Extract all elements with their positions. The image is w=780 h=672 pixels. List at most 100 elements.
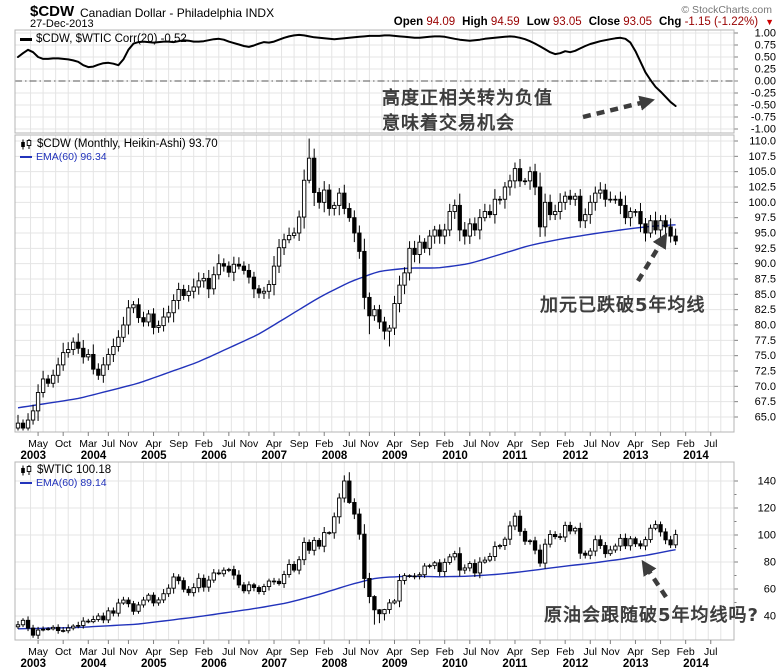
open-value: 94.09: [426, 16, 456, 28]
svg-text:Jul: Jul: [463, 646, 476, 658]
svg-text:Jul: Jul: [222, 438, 235, 450]
svg-text:Jul: Jul: [102, 646, 115, 658]
cdw-legend-label: $CDW (Monthly, Heikin-Ashi) 93.70: [37, 138, 218, 150]
svg-text:Nov: Nov: [119, 438, 138, 450]
svg-text:120: 120: [758, 503, 776, 515]
svg-text:Sep: Sep: [290, 646, 309, 658]
svg-text:2013: 2013: [623, 450, 649, 462]
svg-text:100: 100: [758, 530, 776, 542]
svg-text:Mar: Mar: [79, 438, 98, 450]
wtic-legend: $WTIC 100.18: [20, 464, 111, 476]
line-swatch-icon: [20, 37, 32, 41]
down-triangle-icon: ▼: [765, 17, 774, 27]
svg-text:Apr: Apr: [507, 646, 524, 658]
svg-text:Sep: Sep: [169, 438, 188, 450]
svg-text:65.0: 65.0: [755, 412, 776, 424]
svg-text:Nov: Nov: [240, 646, 259, 658]
svg-text:Sep: Sep: [410, 646, 429, 658]
svg-text:Sep: Sep: [531, 646, 550, 658]
svg-text:Jul: Jul: [343, 438, 356, 450]
cdw-legend: $CDW (Monthly, Heikin-Ashi) 93.70: [20, 138, 218, 150]
stockcharts-credit: © StockCharts.com: [681, 4, 772, 16]
svg-text:Nov: Nov: [360, 646, 379, 658]
svg-text:Sep: Sep: [651, 646, 670, 658]
svg-text:2003: 2003: [21, 450, 47, 462]
correlation-annotation-line2: 意味着交易机会: [382, 113, 515, 134]
svg-text:-0.75: -0.75: [751, 112, 776, 124]
svg-text:100.0: 100.0: [748, 197, 776, 209]
close-value: 93.05: [623, 16, 652, 28]
svg-text:2008: 2008: [322, 658, 348, 670]
svg-text:2012: 2012: [563, 450, 589, 462]
svg-text:92.5: 92.5: [755, 243, 776, 255]
svg-text:Feb: Feb: [436, 438, 454, 450]
corr-legend: $CDW, $WTIC Corr(20) -0.52: [20, 33, 187, 45]
svg-text:Nov: Nov: [481, 438, 500, 450]
svg-text:2005: 2005: [141, 450, 167, 462]
svg-text:72.5: 72.5: [755, 366, 776, 378]
svg-text:0.25: 0.25: [755, 64, 776, 76]
svg-text:87.5: 87.5: [755, 274, 776, 286]
svg-text:85.0: 85.0: [755, 289, 776, 301]
svg-text:2011: 2011: [502, 658, 528, 670]
cdw-annotation: 加元已跌破5年均线: [540, 295, 706, 316]
svg-text:140: 140: [758, 476, 776, 488]
svg-text:Nov: Nov: [481, 646, 500, 658]
svg-text:107.5: 107.5: [748, 151, 776, 163]
svg-text:Feb: Feb: [195, 646, 213, 658]
chart-date: 27-Dec-2013: [30, 18, 94, 30]
wtic-annotation: 原油会跟随破5年均线吗?: [544, 605, 759, 626]
svg-text:Jul: Jul: [584, 646, 597, 658]
svg-text:0.00: 0.00: [755, 76, 776, 88]
close-label: Close: [588, 16, 621, 28]
svg-text:2009: 2009: [382, 658, 408, 670]
svg-text:2003: 2003: [21, 658, 47, 670]
svg-text:90.0: 90.0: [755, 258, 776, 270]
svg-text:May: May: [28, 646, 49, 658]
svg-text:77.5: 77.5: [755, 335, 776, 347]
svg-text:Nov: Nov: [119, 646, 138, 658]
svg-text:2004: 2004: [81, 658, 107, 670]
ema-line-swatch-icon: [20, 156, 32, 158]
svg-text:Feb: Feb: [677, 646, 695, 658]
low-label: Low: [526, 16, 550, 28]
svg-text:Sep: Sep: [531, 438, 550, 450]
svg-text:95.0: 95.0: [755, 228, 776, 240]
svg-text:1.00: 1.00: [755, 28, 776, 40]
svg-text:Apr: Apr: [145, 438, 162, 450]
svg-text:82.5: 82.5: [755, 304, 776, 316]
svg-text:Feb: Feb: [195, 438, 213, 450]
svg-text:2007: 2007: [261, 450, 287, 462]
svg-text:Nov: Nov: [240, 438, 259, 450]
svg-text:May: May: [28, 438, 49, 450]
svg-text:Jul: Jul: [222, 646, 235, 658]
high-value: 94.59: [490, 16, 520, 28]
svg-text:105.0: 105.0: [748, 166, 776, 178]
svg-text:Sep: Sep: [169, 646, 188, 658]
chg-label: Chg: [659, 16, 682, 28]
svg-text:110.0: 110.0: [749, 136, 776, 148]
svg-text:Feb: Feb: [677, 438, 695, 450]
svg-text:Jul: Jul: [343, 646, 356, 658]
svg-text:2014: 2014: [683, 658, 709, 670]
svg-text:Feb: Feb: [556, 438, 574, 450]
svg-text:Nov: Nov: [601, 646, 620, 658]
wtic-legend-label: $WTIC 100.18: [37, 464, 112, 476]
wtic-ema-label: EMA(60) 89.14: [36, 477, 107, 489]
wtic-ema-legend: EMA(60) 89.14: [20, 477, 107, 489]
svg-text:2005: 2005: [141, 658, 167, 670]
svg-text:Sep: Sep: [410, 438, 429, 450]
svg-text:0.50: 0.50: [755, 52, 776, 64]
ohlc-quote-bar: Open 94.09 High 94.59 Low 93.05 Close 93…: [394, 16, 774, 28]
svg-text:-0.25: -0.25: [751, 88, 776, 100]
svg-text:-0.50: -0.50: [751, 100, 776, 112]
svg-text:60: 60: [764, 584, 776, 596]
svg-text:2010: 2010: [442, 658, 468, 670]
svg-text:Mar: Mar: [79, 646, 98, 658]
svg-text:Jul: Jul: [704, 438, 717, 450]
correlation-annotation: 高度正相关转为负值 意味着交易机会: [382, 86, 553, 136]
svg-text:Apr: Apr: [386, 438, 403, 450]
svg-text:Apr: Apr: [627, 646, 644, 658]
ema-line-swatch-icon: [20, 482, 32, 484]
